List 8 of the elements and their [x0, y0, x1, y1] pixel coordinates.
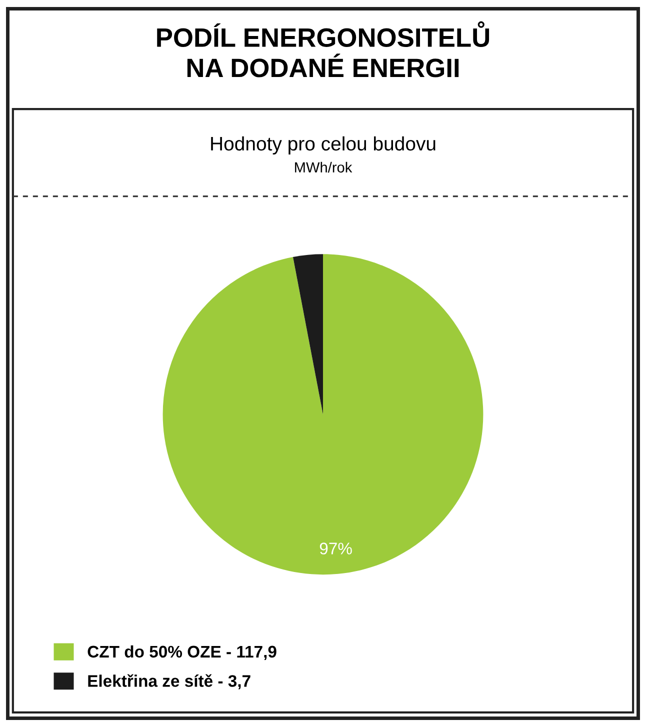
text: MWh/rok: [295, 162, 352, 173]
data-label: 97%: [320, 542, 352, 554]
chart-subtitle: Hodnoty pro celou budovu: [211, 136, 436, 154]
chart-title: PODÍL ENERGONOSITELŮ NA DODANÉ ENERGII: [157, 21, 490, 78]
legend-label: Elektřina ze sítě - 3,7: [88, 674, 250, 690]
pie-slice: [292, 254, 323, 414]
pie-slice: [162, 254, 484, 575]
legend-label: CZT do 50% OZE - 117,9: [88, 645, 276, 660]
